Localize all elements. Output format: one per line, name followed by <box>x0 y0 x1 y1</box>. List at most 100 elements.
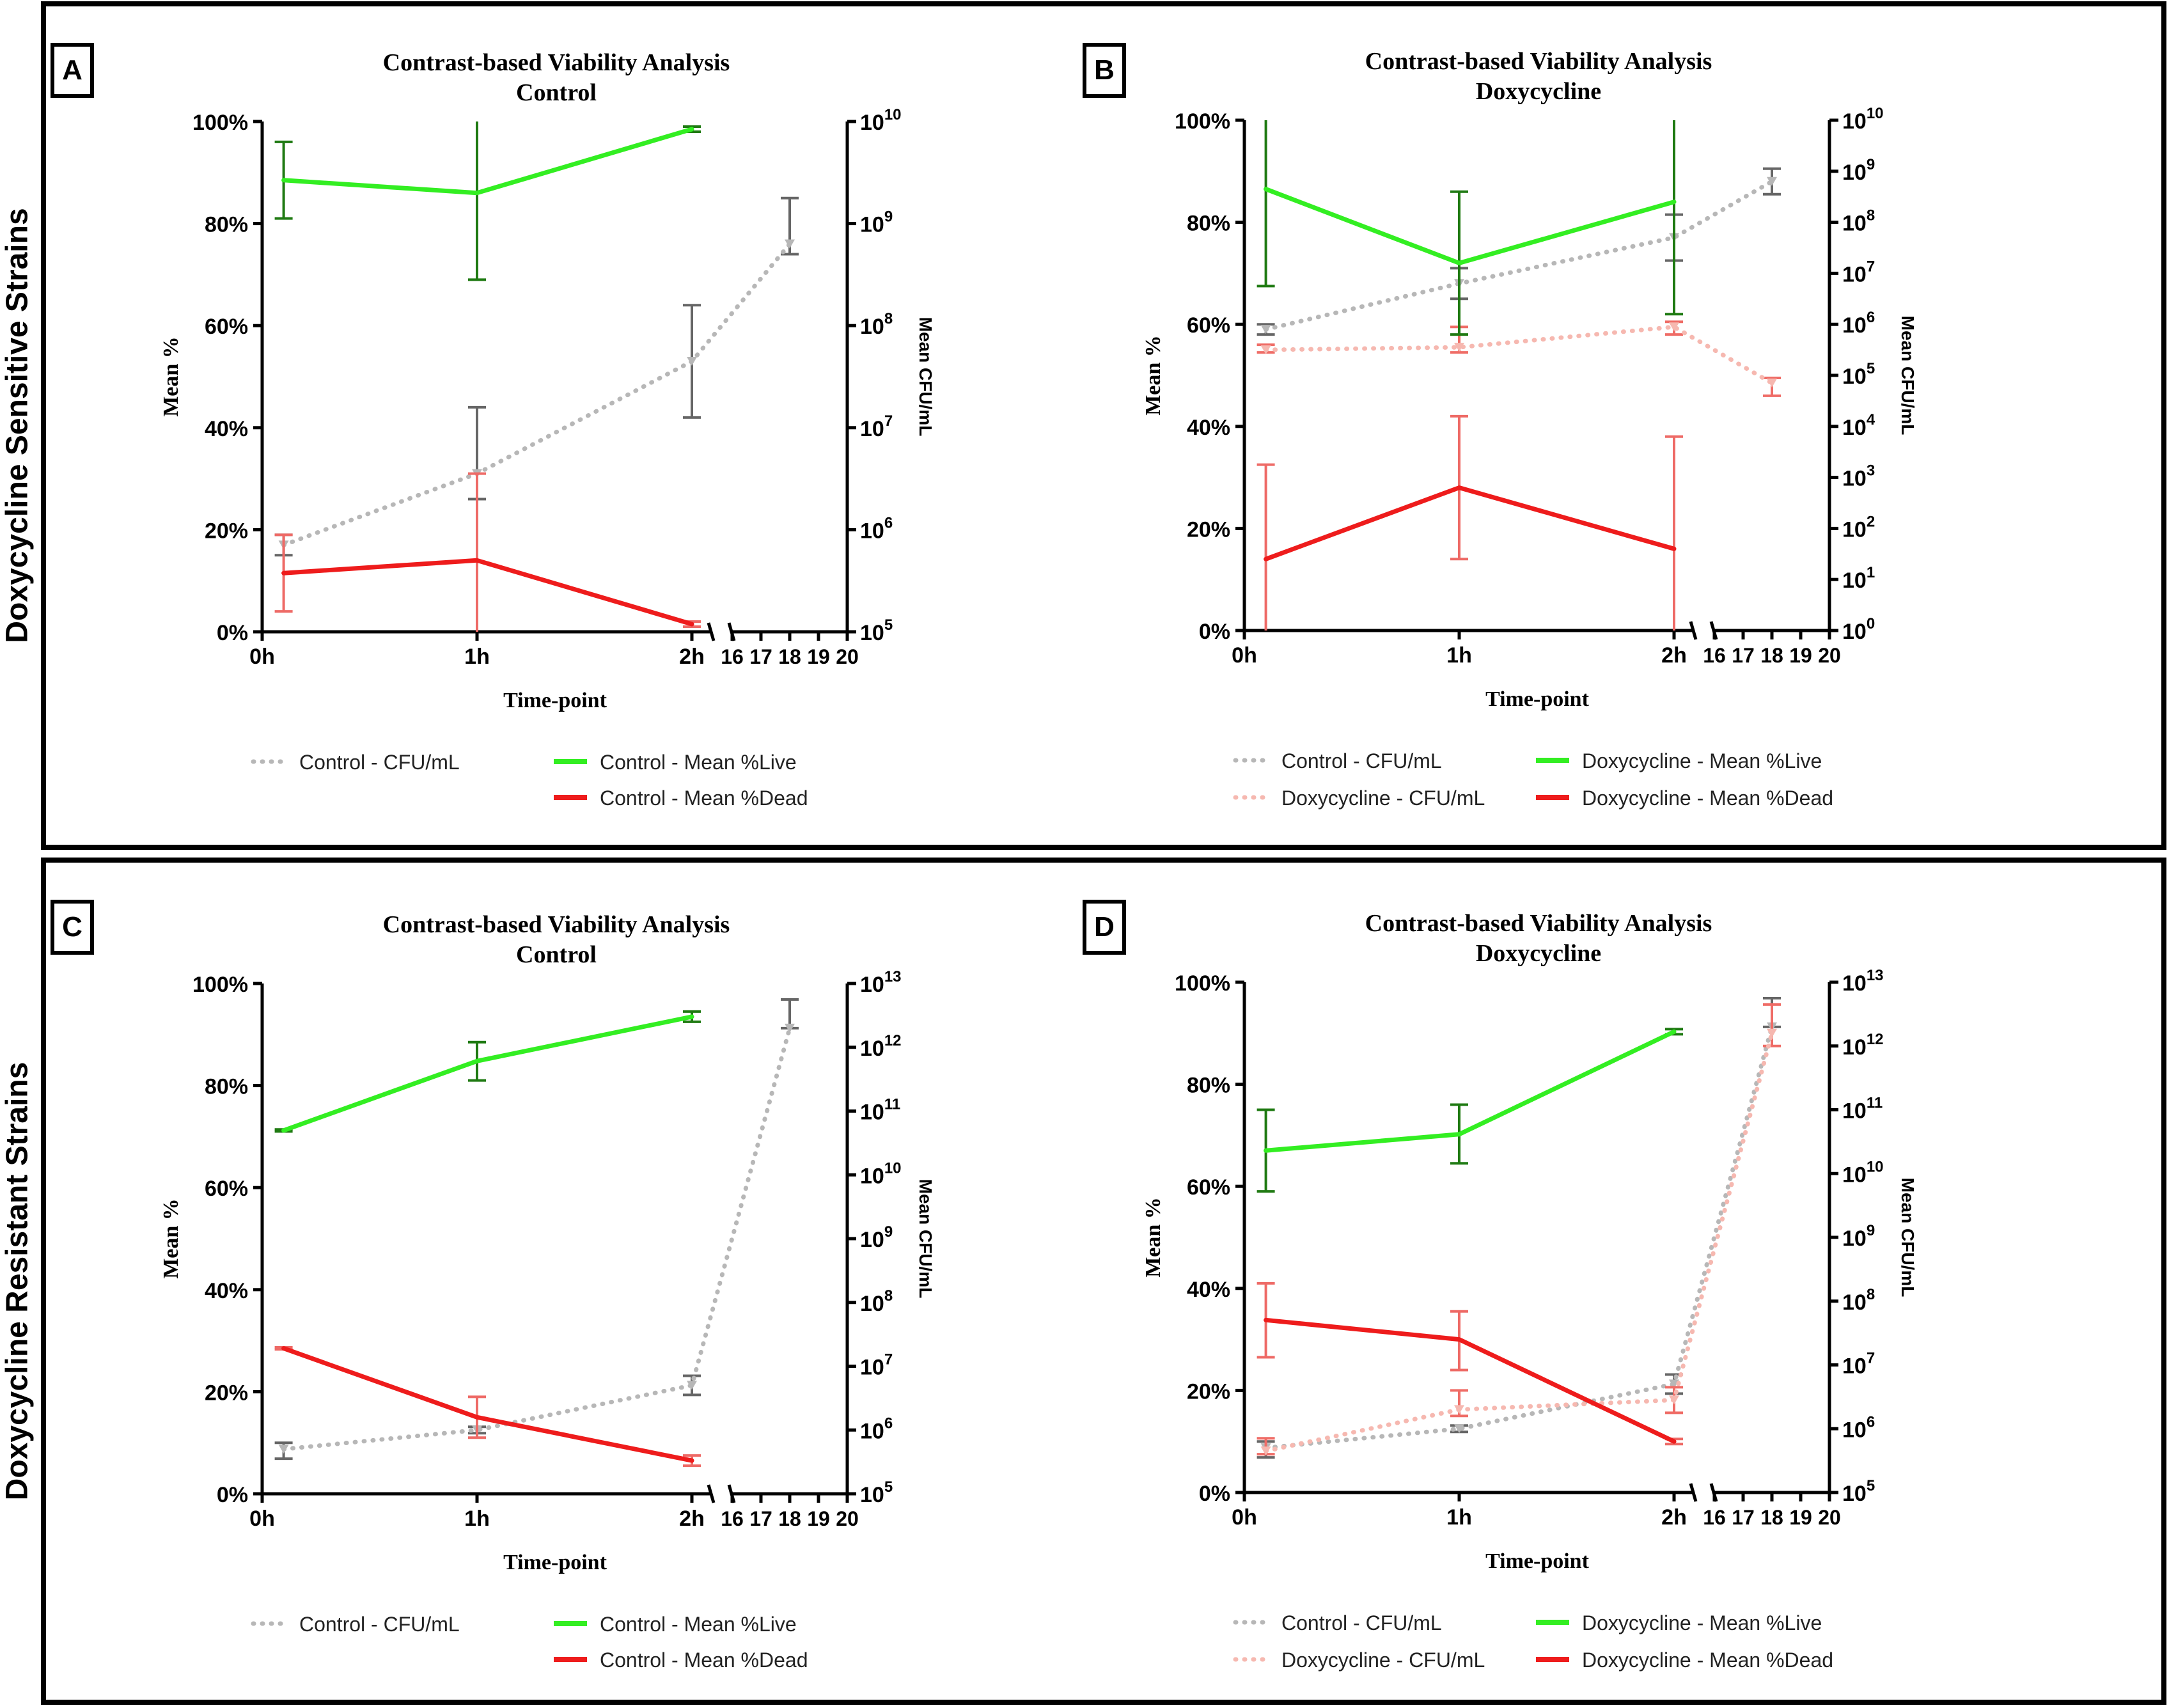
legend-label: Doxycycline - Mean %Dead <box>1582 1649 1833 1672</box>
y-right-tick-label: 107 <box>860 1351 893 1380</box>
y-right-tick-exponent: 2 <box>1867 513 1875 530</box>
data-point <box>785 239 795 249</box>
panel-letter-box <box>51 43 94 98</box>
y-right-tick-base: 10 <box>860 111 884 135</box>
panel-c: C Contrast-based Viability Analysis Contro… <box>51 900 936 1672</box>
y-right-tick-exponent: 8 <box>1867 207 1875 224</box>
row-frame-1 <box>41 1 2166 850</box>
y-right-tick-label: 100 <box>1842 615 1875 644</box>
series-doxycycline-mean-dead <box>1257 1281 1683 1446</box>
data-point <box>1264 187 1268 191</box>
y-right-tick-exponent: 8 <box>884 1287 893 1305</box>
x-tick-label: 0h <box>249 1507 275 1531</box>
chart-title-line2: Control <box>516 941 597 968</box>
data-point <box>1264 1318 1268 1322</box>
y-right-tick-label: 102 <box>1842 513 1875 542</box>
y-right-tick-label: 106 <box>860 514 893 543</box>
y-right-tick-exponent: 9 <box>1867 1222 1875 1239</box>
y-right-tick-label: 109 <box>1842 156 1875 185</box>
y-right-tick-base: 10 <box>860 1356 884 1380</box>
legend-label: Doxycycline - Mean %Live <box>1582 1611 1822 1634</box>
data-point <box>1457 485 1461 490</box>
y-left-tick-label: 60% <box>205 1177 248 1201</box>
data-point <box>1672 547 1676 551</box>
y-right-tick-exponent: 10 <box>884 1159 902 1177</box>
data-point <box>1454 343 1464 352</box>
y-right-tick-label: 1010 <box>1842 105 1884 134</box>
series-control-mean-live <box>274 121 701 281</box>
data-point <box>278 1445 289 1454</box>
chart-title-line2: Control <box>516 79 597 106</box>
y-right-tick-exponent: 12 <box>1867 1031 1884 1048</box>
x-axis-label: Time-point <box>503 689 607 712</box>
legend-label: Control - CFU/mL <box>299 1613 460 1636</box>
series-doxycycline-mean-live <box>1257 120 1683 336</box>
y-right-tick-label: 105 <box>860 1478 893 1507</box>
chart-title-line1: Contrast-based Viability Analysis <box>383 911 730 938</box>
x-tick-label: 1h <box>1446 1505 1472 1530</box>
y-right-tick-base: 10 <box>1842 1035 1867 1060</box>
y-left-tick-label: 40% <box>205 1279 248 1303</box>
data-point <box>1767 378 1777 388</box>
legend-item: Doxycycline - Mean %Dead <box>1536 1649 1833 1672</box>
legend-label: Control - CFU/mL <box>1281 749 1442 772</box>
y-right-tick-base: 10 <box>860 1101 884 1125</box>
series-control-cfu-ml <box>1257 167 1781 336</box>
x-tick-label: 2h <box>1661 643 1687 668</box>
y-right-tick-base: 10 <box>1842 364 1867 389</box>
x-tick-label: 17 <box>1732 644 1755 667</box>
y-right-tick-label: 106 <box>1842 309 1875 338</box>
series-control-mean-dead <box>274 472 701 632</box>
y-left-tick-label: 60% <box>1187 313 1230 338</box>
series-doxycycline-cfu-ml <box>1257 320 1781 397</box>
y-right-tick-base: 10 <box>1842 467 1867 491</box>
x-tick-label: 0h <box>1232 643 1257 668</box>
y-right-tick-base: 10 <box>1842 1418 1867 1442</box>
y-right-tick-base: 10 <box>1842 1163 1867 1187</box>
y-right-tick-label: 1012 <box>860 1032 902 1061</box>
y-left-tick-label: 60% <box>205 315 248 339</box>
data-point <box>1669 322 1679 332</box>
data-point <box>475 191 479 195</box>
y-right-tick-exponent: 7 <box>884 412 893 430</box>
y-left-tick-label: 40% <box>1187 1278 1230 1302</box>
y-left-tick-label: 0% <box>1199 620 1230 644</box>
y-right-tick-base: 10 <box>860 973 884 997</box>
series-line <box>1264 1031 1774 1453</box>
data-point <box>687 357 697 366</box>
y-left-tick-label: 20% <box>1187 517 1230 542</box>
series-control-mean-dead <box>274 1345 701 1468</box>
x-tick-label: 17 <box>1732 1506 1755 1529</box>
x-tick-label: 18 <box>778 645 801 668</box>
panel-letter: D <box>1094 911 1115 943</box>
y-right-tick-label: 109 <box>1842 1222 1875 1251</box>
y-right-tick-base: 10 <box>1842 971 1867 996</box>
series-line <box>1264 179 1774 332</box>
y-right-tick-exponent: 5 <box>1867 1477 1875 1494</box>
y-right-tick-exponent: 11 <box>1867 1095 1883 1112</box>
panel-letter-box <box>51 900 94 955</box>
row-label-1: Doxycycline Sensitive Strains <box>1 208 35 643</box>
y-left-tick-label: 80% <box>205 213 248 237</box>
y-right-tick-label: 107 <box>1842 1350 1875 1379</box>
series-line <box>1264 1024 1774 1450</box>
y-axis-left-label: Mean % <box>159 1198 183 1279</box>
y-right-tick-label: 105 <box>1842 1477 1875 1506</box>
row-label-2: Doxycycline Resistant Strains <box>1 1062 35 1501</box>
y-right-tick-base: 10 <box>860 519 884 543</box>
x-tick-label: 2h <box>679 1507 705 1531</box>
series-line <box>281 558 694 627</box>
y-right-tick-exponent: 13 <box>884 968 902 985</box>
x-axis-label: Time-point <box>503 1551 607 1574</box>
data-point <box>475 558 479 563</box>
y-right-tick-exponent: 9 <box>884 208 893 226</box>
y-axis-right-label: Mean CFU/mL <box>1898 316 1918 435</box>
legend-item: Doxycycline - Mean %Live <box>1536 1611 1822 1634</box>
data-point <box>1260 1446 1271 1456</box>
y-left-tick-label: 100% <box>1175 971 1230 996</box>
x-tick-label: 2h <box>679 645 705 669</box>
x-tick-label: 20 <box>836 1507 859 1530</box>
x-tick-label: 18 <box>1760 1506 1783 1529</box>
x-tick-label: 18 <box>1760 644 1783 667</box>
